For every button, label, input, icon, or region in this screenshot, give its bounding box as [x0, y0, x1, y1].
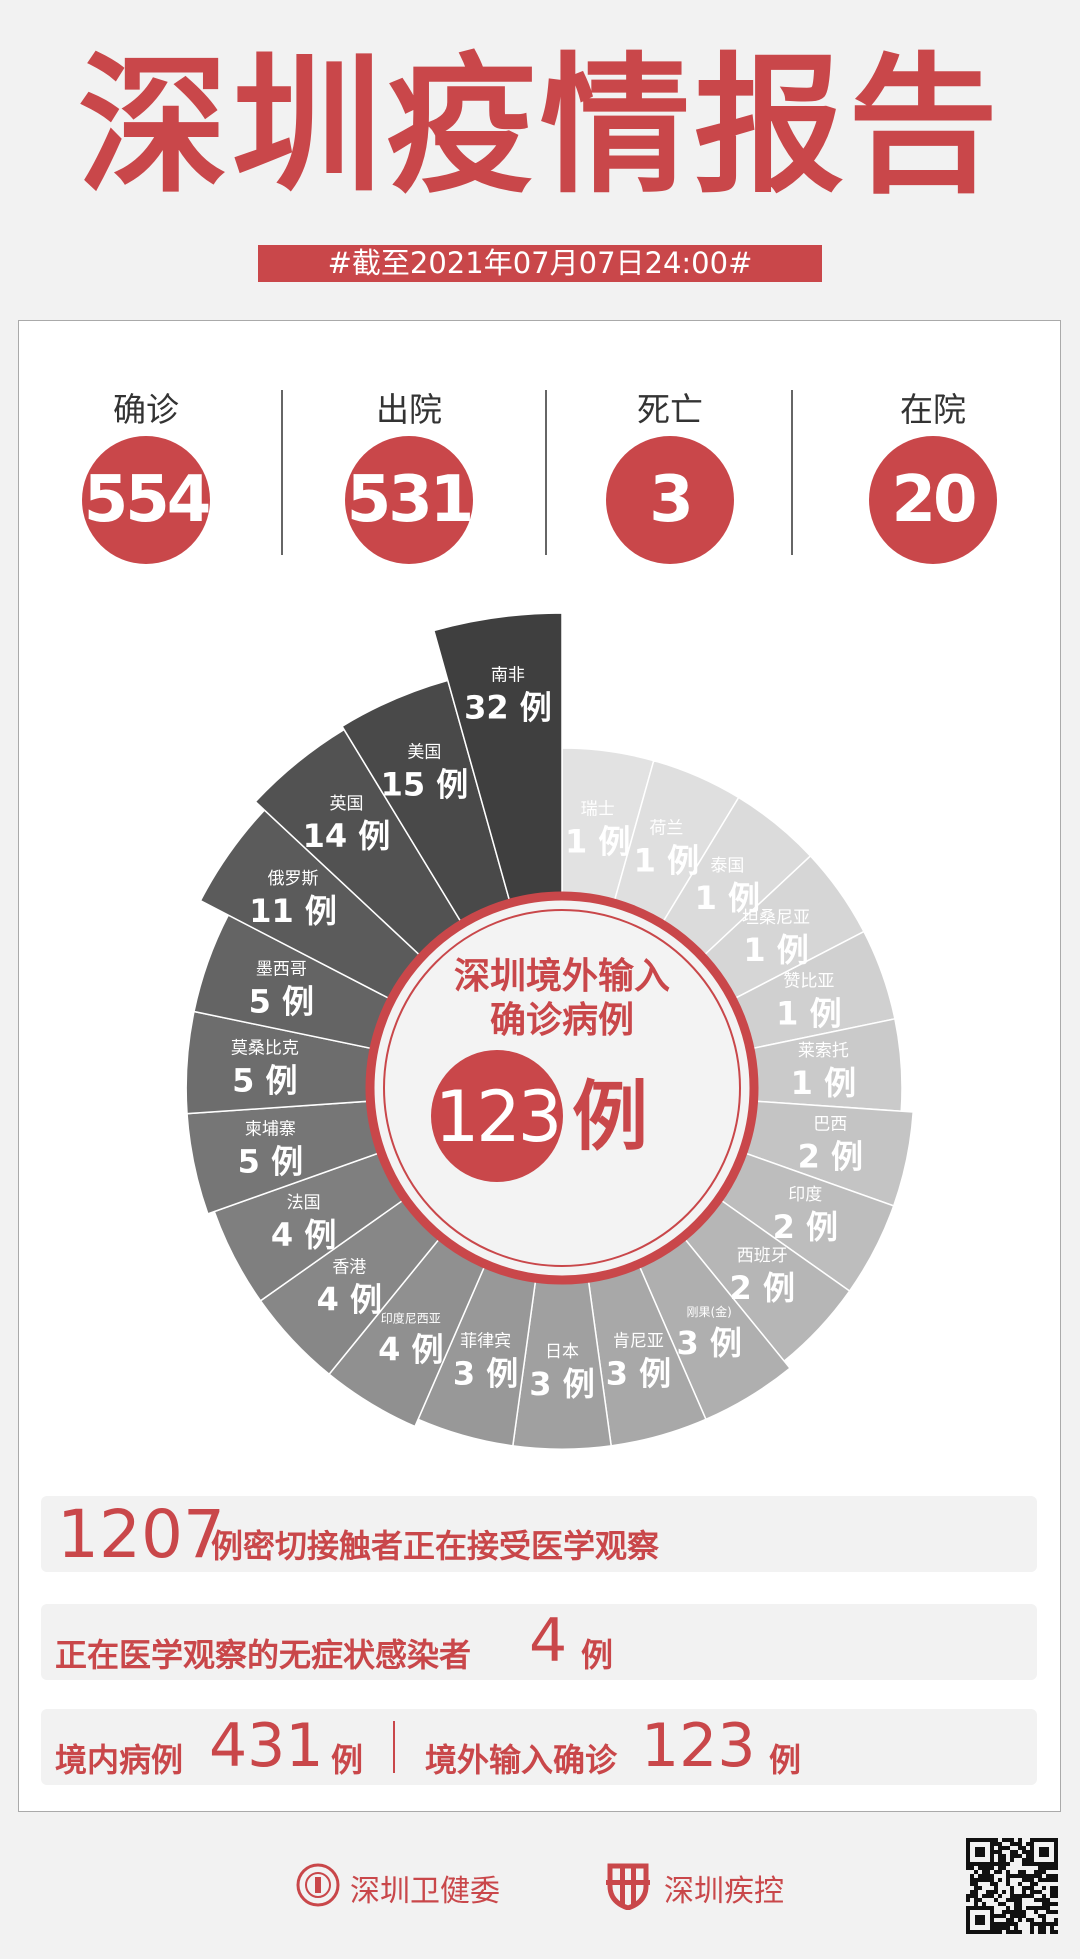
- close-contacts-text: 例密切接触者正在接受医学观察: [211, 1527, 660, 1565]
- asymptomatic-box: 正在医学观察的无症状感染者 4 例: [41, 1604, 1037, 1680]
- stat-value-hospitalized: 20: [869, 436, 997, 564]
- segment-label: 香港: [332, 1258, 366, 1278]
- local-unit: 例: [331, 1741, 364, 1779]
- imported-cases-radial-chart: 瑞士1 例荷兰1 例泰国1 例坦桑尼亚1 例赞比亚1 例莱索托1 例巴西2 例印…: [185, 612, 914, 1450]
- segment-value: 2 例: [798, 1138, 863, 1176]
- close-contacts-value: 1207: [57, 1496, 225, 1573]
- center-unit: 例: [572, 1072, 648, 1161]
- cdc-shield-logo-icon: [606, 1863, 650, 1910]
- stat-label-deaths: 死亡: [637, 390, 703, 429]
- segment-label: 莫桑比克: [231, 1039, 299, 1059]
- center-inner-ring: [383, 909, 741, 1267]
- stat-divider: [545, 390, 547, 555]
- center-title-line1: 深圳境外输入: [454, 956, 670, 997]
- segment-label: 瑞士: [581, 799, 615, 819]
- stat-divider: [281, 390, 283, 555]
- segment-label: 菲律宾: [460, 1332, 511, 1352]
- date-banner: #截至2021年07月07日24:00#: [258, 245, 822, 282]
- segment-value: 1 例: [743, 931, 808, 969]
- qr-code-icon: [966, 1838, 1058, 1934]
- stat-divider: [791, 390, 793, 555]
- stat-value-deaths: 3: [606, 436, 734, 564]
- close-contacts-box: 1207 例密切接触者正在接受医学观察: [41, 1496, 1037, 1573]
- stat-value-confirmed: 554: [82, 436, 211, 564]
- segment-label: 墨西哥: [256, 959, 307, 979]
- local-value: 431: [209, 1711, 324, 1781]
- segment-value: 11 例: [249, 892, 337, 930]
- segment-value: 3 例: [529, 1365, 594, 1403]
- stat-value-discharged: 531: [345, 436, 474, 564]
- segment-value: 1 例: [634, 842, 699, 880]
- segment-label: 赞比亚: [783, 971, 834, 991]
- segment-value: 3 例: [453, 1355, 518, 1393]
- segment-value: 4 例: [317, 1281, 382, 1319]
- segment-value: 1 例: [695, 879, 760, 917]
- segment-value: 15 例: [381, 765, 469, 803]
- segment-value: 5 例: [249, 982, 314, 1020]
- segment-value: 32 例: [464, 689, 552, 727]
- segment-label: 日本: [545, 1342, 579, 1362]
- segment-value: 4 例: [271, 1216, 336, 1254]
- segment-label: 法国: [287, 1193, 321, 1213]
- center-circle: [365, 891, 759, 1285]
- segment-label: 巴西: [813, 1115, 847, 1135]
- segment-value: 1 例: [791, 1064, 856, 1102]
- health-commission-emblem-icon: [296, 1863, 340, 1907]
- org-cdc: 深圳疾控: [664, 1874, 784, 1909]
- center-title-line2: 确诊病例: [490, 1000, 634, 1041]
- segment-label: 泰国: [710, 856, 744, 876]
- segment-value: 5 例: [238, 1143, 303, 1181]
- segment-value: 1 例: [776, 994, 841, 1032]
- center-total-circle: [431, 1050, 563, 1182]
- stat-label-hospitalized: 在院: [900, 390, 966, 429]
- asymptomatic-value: 4: [529, 1606, 568, 1676]
- segment-value: 2 例: [730, 1269, 795, 1307]
- segment-value: 3 例: [606, 1355, 671, 1393]
- segment-label: 柬埔寨: [245, 1120, 296, 1140]
- segment-label: 印度: [788, 1185, 822, 1205]
- segment-value: 5 例: [232, 1062, 297, 1100]
- imported-unit: 例: [769, 1741, 802, 1779]
- segment-label: 坦桑尼亚: [742, 908, 810, 928]
- stat-label-confirmed: 确诊: [113, 390, 179, 429]
- segment-value: 2 例: [773, 1208, 838, 1246]
- center-total: 123: [435, 1076, 560, 1158]
- segment-label: 印度尼西亚: [381, 1311, 441, 1326]
- segment-value: 4 例: [378, 1331, 443, 1369]
- asymptomatic-unit: 例: [581, 1636, 614, 1674]
- segment-23: [432, 612, 563, 945]
- segment-label: 英国: [329, 794, 363, 814]
- breakdown-divider: [393, 1721, 395, 1773]
- segment-label: 美国: [407, 742, 441, 762]
- segment-label: 西班牙: [737, 1246, 788, 1266]
- segment-value: 3 例: [676, 1324, 741, 1362]
- segment-value: 1 例: [565, 822, 630, 860]
- asymptomatic-text: 正在医学观察的无症状感染者: [55, 1636, 472, 1674]
- segment-label: 莱索托: [798, 1041, 849, 1061]
- segment-label: 肯尼亚: [613, 1332, 664, 1352]
- page-title: 深圳疫情报告: [77, 40, 1002, 214]
- stat-label-discharged: 出院: [376, 390, 442, 429]
- imported-value: 123: [641, 1711, 756, 1781]
- local-label: 境内病例: [55, 1741, 184, 1779]
- segment-label: 刚果(金): [686, 1304, 731, 1319]
- case-breakdown-box: 境内病例 431 例 境外输入确诊 123 例: [41, 1709, 1037, 1785]
- segment-label: 南非: [491, 666, 525, 686]
- segment-label: 荷兰: [649, 819, 683, 839]
- segment-value: 14 例: [303, 817, 391, 855]
- org-health-commission: 深圳卫健委: [350, 1874, 500, 1909]
- segment-label: 俄罗斯: [268, 869, 319, 889]
- imported-label: 境外输入确诊: [425, 1741, 618, 1779]
